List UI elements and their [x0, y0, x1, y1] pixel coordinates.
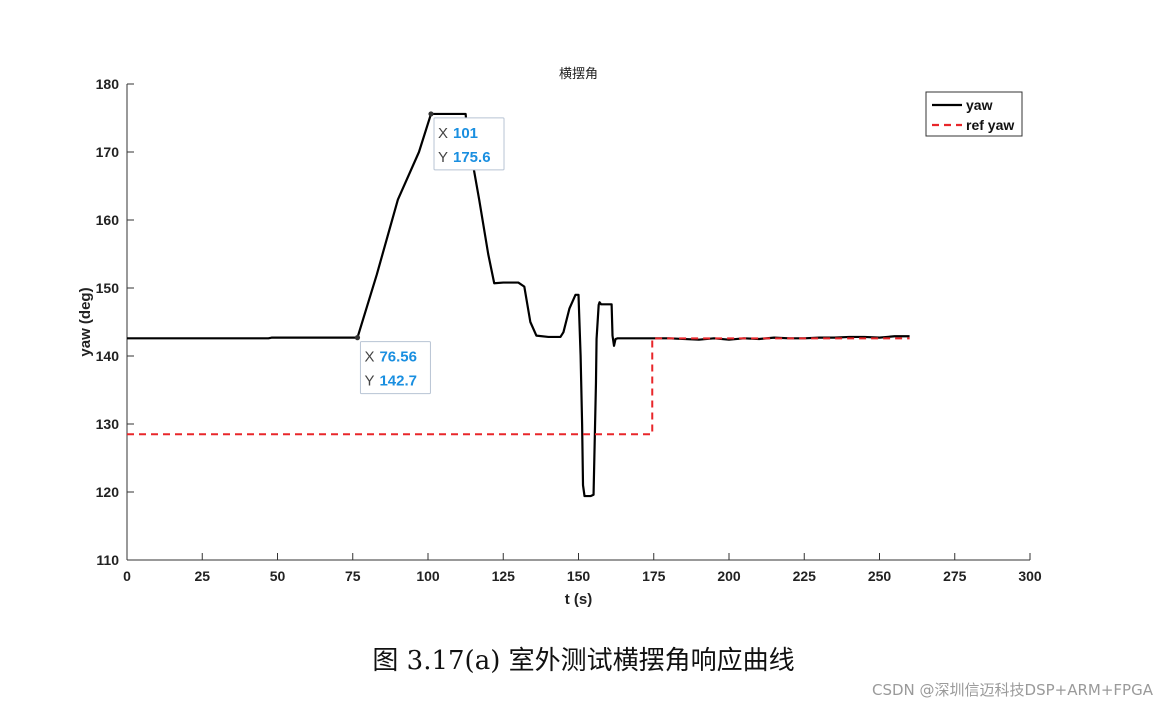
datatip-y-value: 175.6	[453, 149, 491, 166]
datatip[interactable]: X 76.56 Y 142.7	[354, 335, 431, 395]
x-tick-label: 125	[492, 568, 516, 584]
x-tick-label: 225	[793, 568, 817, 584]
series-line-yaw	[127, 112, 910, 498]
y-tick-label: 120	[96, 484, 120, 500]
x-tick-label: 0	[123, 568, 131, 584]
legend-label: ref yaw	[966, 117, 1014, 133]
chart-title: 横摆角	[559, 67, 598, 82]
x-tick-label: 175	[642, 568, 666, 584]
x-tick-label: 275	[943, 568, 967, 584]
plot-lines	[127, 112, 910, 498]
x-tick-label: 25	[194, 568, 210, 584]
y-axis-label: yaw (deg)	[77, 287, 94, 356]
datatip-x-value: 101	[453, 125, 478, 142]
figure-caption: 图 3.17(a) 室外测试横摆角响应曲线	[372, 646, 795, 676]
x-tick-label: 250	[868, 568, 892, 584]
datatip-y-value: 142.7	[379, 373, 417, 390]
x-tick-label: 200	[717, 568, 741, 584]
datatip-y-label: Y	[438, 149, 448, 166]
y-tick-label: 160	[96, 212, 120, 228]
x-tick-label: 300	[1018, 568, 1042, 584]
datatip-x-label: X	[438, 125, 448, 142]
y-tick-label: 170	[96, 144, 120, 160]
datatip-box	[433, 117, 505, 171]
datatip-x-label: X	[364, 349, 374, 366]
y-tick-label: 110	[96, 552, 119, 568]
y-tick-label: 140	[96, 348, 120, 364]
legend[interactable]: yaw ref yaw	[925, 91, 1023, 137]
axes: 0 25 50 75 100 125 150 175 200 225 250 275 300 110 120…	[96, 76, 1042, 584]
legend-label: yaw	[966, 97, 993, 113]
datatip-box	[359, 341, 431, 395]
x-tick-label: 50	[270, 568, 286, 584]
y-tick-label: 130	[96, 416, 120, 432]
legend-box	[925, 91, 1023, 137]
x-tick-label: 150	[567, 568, 591, 584]
x-axis-label: t (s)	[565, 591, 593, 608]
y-tick-label: 150	[96, 280, 120, 296]
x-tick-label: 100	[416, 568, 440, 584]
datatip[interactable]: X 101 Y 175.6	[428, 111, 505, 171]
watermark: CSDN @深圳信迈科技DSP+ARM+FPGA	[872, 681, 1153, 699]
datatips: X 101 Y 175.6 X 76.56 Y 142.7	[354, 111, 505, 395]
x-tick-label: 75	[345, 568, 361, 584]
series-line-ref-yaw	[127, 337, 910, 436]
datatip-y-label: Y	[364, 373, 374, 390]
datatip-marker	[428, 111, 434, 117]
datatip-x-value: 76.56	[379, 349, 417, 366]
y-tick-label: 180	[96, 76, 120, 92]
datatip-marker	[354, 335, 361, 341]
